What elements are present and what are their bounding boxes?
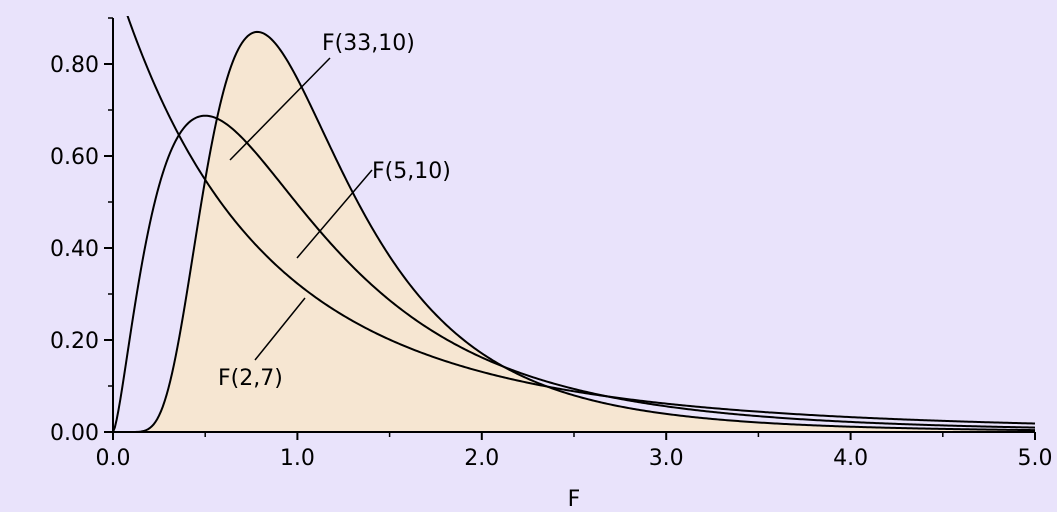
annotation-label-0: F(33,10): [322, 31, 415, 56]
axes-layer: 0.0 1.0 2.0 3.0 4.0 5.0 0.00 0.20 0.40 0.60 0.80: [50, 17, 1053, 471]
series-line-1: [113, 114, 1036, 432]
curves-layer: [113, 16, 1036, 432]
series-fill-2: [113, 31, 1035, 432]
annotation-label-1: F(5,10): [372, 159, 451, 184]
y-tick-label-4: 0.80: [50, 53, 99, 78]
annotation-leader-1: [296, 169, 373, 259]
x-tick-label-5: 5.0: [1018, 446, 1053, 471]
x-tick-label-1: 1.0: [280, 446, 315, 471]
y-tick-label-2: 0.40: [50, 237, 99, 262]
shaded-area-layer: [113, 31, 1035, 432]
y-tick-label-1: 0.20: [50, 329, 99, 354]
series-line-2: [113, 30, 1036, 432]
x-tick-label-3: 3.0: [649, 446, 684, 471]
annotation-label-2: F(2,7): [218, 366, 283, 391]
annotation-leader-2: [254, 297, 306, 361]
x-tick-label-4: 4.0: [833, 446, 868, 471]
y-tick-label-3: 0.60: [50, 145, 99, 170]
x-tick-label-2: 2.0: [464, 446, 499, 471]
x-axis-title: F: [568, 487, 581, 512]
x-tick-label-0: 0.0: [96, 446, 131, 471]
y-tick-label-0: 0.00: [50, 421, 99, 446]
series-line-0: [126, 16, 1036, 425]
annotation-leader-0: [229, 57, 331, 161]
annotations-layer: F(33,10) F(5,10) F(2,7): [218, 31, 451, 391]
